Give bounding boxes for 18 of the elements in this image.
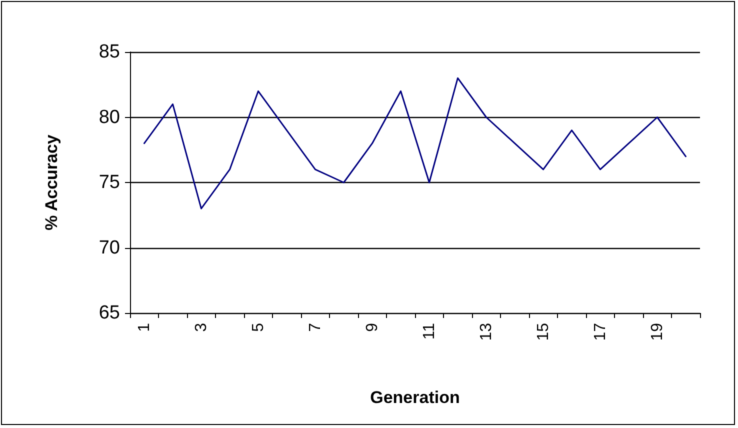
x-tick-label: 19 bbox=[648, 322, 666, 341]
x-tick-label: 11 bbox=[420, 322, 438, 340]
x-tick-label: 13 bbox=[478, 322, 495, 341]
line-series bbox=[144, 77, 686, 210]
x-axis-title: Generation bbox=[370, 388, 460, 407]
y-tick-label: 85 bbox=[98, 42, 120, 62]
x-tick-label: 17 bbox=[592, 322, 609, 341]
x-tick-label: 9 bbox=[364, 322, 381, 332]
y-tick-label: 80 bbox=[98, 106, 120, 128]
y-tick-label: 70 bbox=[98, 237, 120, 258]
x-tick-label: 5 bbox=[250, 322, 267, 332]
x-tick-label: 15 bbox=[534, 322, 552, 341]
y-axis-title: % Accuracy bbox=[42, 134, 61, 230]
x-tick-label: 7 bbox=[306, 322, 324, 332]
x-tick-label: 3 bbox=[192, 322, 210, 332]
x-tick-label: 1 bbox=[136, 322, 153, 332]
y-tick-label: 65 bbox=[98, 302, 120, 324]
y-tick-label: 75 bbox=[98, 172, 120, 193]
